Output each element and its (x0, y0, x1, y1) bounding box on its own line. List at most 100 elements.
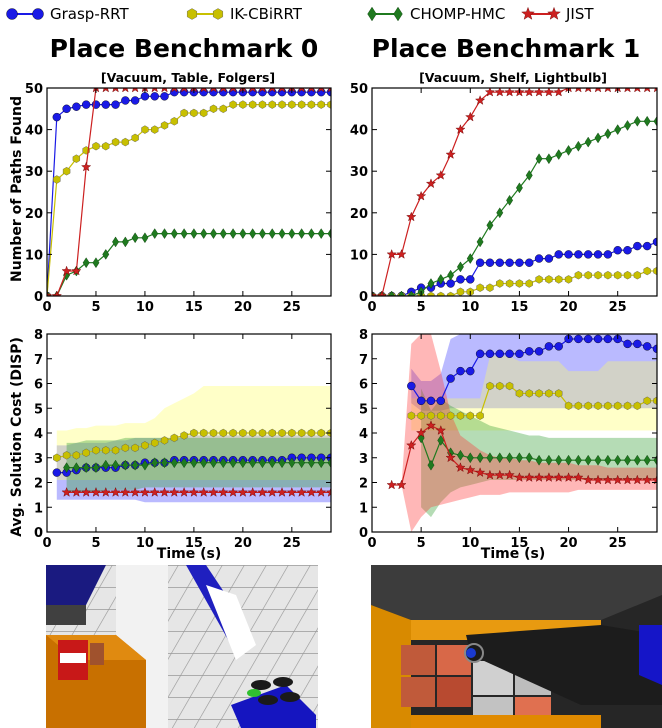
point-chomp-hmc (249, 228, 257, 239)
point-grasp-rrt (505, 258, 514, 267)
point-jist (553, 472, 564, 482)
point-ik-cbirrt (614, 270, 622, 280)
point-grasp-rrt (515, 349, 524, 358)
legend-entry-grasp-rrt: Grasp-RRT (6, 5, 129, 23)
point-ik-cbirrt (653, 266, 657, 276)
point-chomp-hmc (327, 228, 331, 239)
point-chomp-hmc (92, 462, 100, 474)
point-chomp-hmc (565, 454, 572, 466)
point-chomp-hmc (278, 228, 286, 239)
point-ik-cbirrt (121, 137, 130, 147)
point-jist (644, 88, 651, 93)
point-jist (81, 161, 92, 172)
point-chomp-hmc (63, 462, 71, 474)
series-line-jist (391, 424, 657, 486)
point-grasp-rrt (456, 366, 465, 376)
point-jist (445, 452, 456, 463)
point-chomp-hmc (633, 115, 641, 127)
point-jist (61, 265, 72, 276)
point-jist (102, 88, 109, 93)
point-ik-cbirrt (417, 411, 425, 420)
point-chomp-hmc (407, 290, 415, 296)
point-chomp-hmc (112, 459, 119, 471)
band-chomp-hmc (421, 388, 657, 518)
point-ik-cbirrt (53, 453, 61, 463)
point-ik-cbirrt (476, 411, 484, 420)
series-line-chomp-hmc (66, 462, 331, 469)
series-line-jist (47, 88, 331, 296)
point-grasp-rrt (407, 381, 416, 391)
point-ik-cbirrt (307, 428, 316, 438)
legend-marker-ik-cbirrt (186, 8, 198, 20)
xtick-label: 25 (283, 536, 301, 551)
point-chomp-hmc (298, 228, 306, 239)
point-chomp-hmc (229, 228, 237, 239)
subtitle-1: [Vacuum, Shelf, Lightbulb] (419, 70, 607, 85)
legend-marker-jist (521, 6, 535, 20)
point-ik-cbirrt (239, 428, 247, 438)
point-ik-cbirrt (515, 389, 524, 398)
point-chomp-hmc (121, 459, 129, 471)
xtick-label: 10 (461, 536, 479, 551)
point-chomp-hmc (594, 132, 602, 144)
point-chomp-hmc (496, 452, 504, 464)
point-jist (131, 88, 139, 93)
point-ik-cbirrt (219, 428, 227, 438)
point-chomp-hmc (535, 153, 543, 165)
xtick-label: 0 (367, 300, 376, 315)
point-jist (533, 472, 545, 482)
ytick-label: 7 (34, 353, 43, 368)
point-jist (543, 88, 555, 97)
point-chomp-hmc (466, 253, 474, 264)
point-jist (306, 487, 317, 497)
point-ik-cbirrt (111, 137, 120, 147)
point-ik-cbirrt (258, 428, 267, 438)
point-jist (386, 249, 397, 259)
xtick-label: 25 (283, 300, 301, 315)
legend-entry-ik-cbirrt: IK-CBiRRT (186, 5, 303, 23)
point-chomp-hmc (565, 145, 572, 156)
point-jist (71, 265, 82, 276)
point-chomp-hmc (288, 228, 296, 239)
point-jist (100, 487, 111, 497)
ytick-label: 10 (25, 248, 43, 263)
point-chomp-hmc (604, 128, 612, 140)
point-ik-cbirrt (564, 275, 573, 284)
plot-area (47, 88, 331, 296)
point-ik-cbirrt (486, 283, 494, 292)
point-chomp-hmc (190, 457, 198, 469)
point-jist (159, 487, 170, 497)
point-ik-cbirrt (180, 108, 188, 118)
point-ik-cbirrt (298, 428, 306, 438)
point-chomp-hmc (161, 457, 168, 469)
point-jist (543, 472, 555, 482)
point-grasp-rrt (593, 334, 603, 344)
point-chomp-hmc (190, 228, 198, 239)
xtick-label: 15 (510, 536, 528, 551)
point-ik-cbirrt (72, 451, 81, 460)
point-ik-cbirrt (496, 381, 504, 391)
point-jist (316, 487, 327, 497)
point-jist (178, 487, 190, 497)
point-jist (524, 472, 535, 482)
point-grasp-rrt (505, 349, 514, 358)
point-chomp-hmc (239, 457, 247, 469)
point-chomp-hmc (268, 457, 276, 469)
point-jist (575, 88, 582, 93)
point-jist (112, 88, 119, 93)
legend-entry-jist: JIST (521, 5, 594, 23)
xtick-label: 5 (91, 300, 100, 315)
point-ik-cbirrt (258, 100, 267, 109)
point-chomp-hmc (486, 219, 494, 231)
point-jist (149, 487, 160, 497)
point-chomp-hmc (170, 457, 178, 469)
point-jist (180, 88, 188, 93)
point-ik-cbirrt (407, 411, 415, 420)
point-ik-cbirrt (288, 100, 296, 109)
xtick-label: 5 (417, 536, 426, 551)
point-jist (653, 88, 657, 93)
point-chomp-hmc (594, 454, 602, 466)
point-jist (563, 472, 574, 482)
point-ik-cbirrt (456, 287, 465, 296)
